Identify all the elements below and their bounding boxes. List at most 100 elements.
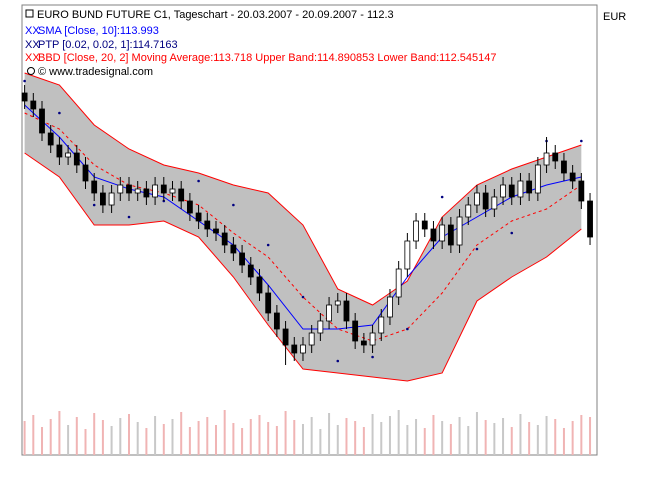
candle-body bbox=[291, 344, 298, 354]
volume-bar bbox=[475, 412, 478, 455]
legend-bbd: BBD [Close, 20, 2] Moving Average:113.71… bbox=[38, 52, 496, 64]
candle-body bbox=[360, 340, 367, 346]
volume-bar bbox=[328, 413, 331, 455]
candle-body bbox=[552, 152, 559, 162]
volume-bar bbox=[119, 418, 122, 455]
candle-body bbox=[534, 164, 541, 194]
band-fill bbox=[24, 73, 582, 381]
candle-body bbox=[300, 344, 306, 354]
ptp-dot bbox=[371, 355, 374, 359]
candle-body bbox=[204, 220, 211, 230]
volume-bar bbox=[345, 418, 348, 455]
volume-bar bbox=[293, 420, 296, 455]
volume-bar bbox=[388, 416, 391, 455]
candle-body bbox=[239, 252, 245, 266]
volume-bar bbox=[502, 418, 505, 455]
volume-bar bbox=[93, 413, 96, 455]
candle-body bbox=[21, 92, 28, 102]
ptp-dot bbox=[23, 79, 26, 83]
legend-sma: SMA [Close, 10]:113.993 bbox=[38, 25, 159, 37]
volume-bar bbox=[284, 411, 287, 455]
legend: EURO BUND FUTURE C1, Tageschart - 20.03.… bbox=[25, 9, 496, 78]
volume-bar bbox=[67, 425, 70, 455]
candle-body bbox=[195, 212, 202, 222]
volume-bar bbox=[249, 419, 252, 455]
ptp-dot bbox=[232, 203, 235, 207]
volume-bar bbox=[493, 423, 496, 455]
candle-body bbox=[578, 180, 585, 202]
copyright: © www.tradesignal.com bbox=[38, 66, 153, 78]
candle-body bbox=[178, 188, 185, 202]
candle-body bbox=[517, 180, 524, 198]
candle-body bbox=[387, 296, 393, 318]
volume-bar bbox=[136, 422, 139, 455]
candle-body bbox=[265, 292, 272, 314]
ptp-dot bbox=[406, 327, 409, 331]
candle-body bbox=[247, 264, 254, 278]
candle-body bbox=[186, 200, 193, 214]
candle-body bbox=[91, 180, 98, 194]
volume-bar bbox=[154, 416, 157, 455]
candle-body bbox=[569, 172, 576, 182]
volume-bar bbox=[180, 412, 183, 455]
volume-bar bbox=[423, 428, 426, 455]
candle-body bbox=[430, 228, 437, 242]
legend-icon: XX bbox=[25, 39, 40, 51]
volume-bar bbox=[432, 415, 435, 455]
volume-bar bbox=[223, 410, 226, 455]
ptp-dot bbox=[58, 111, 61, 115]
candle-body bbox=[143, 188, 150, 198]
candle-body bbox=[456, 216, 463, 246]
candle-body bbox=[482, 192, 489, 210]
volume-bar bbox=[162, 424, 165, 455]
volume-bar bbox=[371, 414, 374, 455]
candles bbox=[21, 85, 593, 365]
candle-body bbox=[526, 180, 533, 194]
volume-bar bbox=[484, 420, 487, 455]
ptp-dot bbox=[92, 203, 96, 207]
candle-body bbox=[561, 160, 567, 174]
ptp-dot bbox=[266, 243, 270, 247]
volume-bar bbox=[397, 410, 400, 455]
volume-bar bbox=[214, 425, 217, 455]
volume-bar bbox=[145, 428, 148, 455]
ptp-dot bbox=[197, 179, 200, 183]
volume-bar bbox=[415, 419, 418, 455]
volume-bar bbox=[571, 421, 574, 455]
candle-body bbox=[334, 300, 341, 306]
candle-body bbox=[587, 200, 593, 238]
candle-body bbox=[213, 228, 219, 234]
volume-bar bbox=[41, 427, 44, 455]
ptp-dot bbox=[475, 247, 479, 251]
volume-bar bbox=[188, 427, 191, 455]
volume-bar bbox=[510, 427, 513, 455]
candle-body bbox=[56, 144, 63, 158]
candle-body bbox=[474, 192, 480, 206]
volume-bar bbox=[101, 420, 104, 455]
volume-bar bbox=[171, 419, 174, 455]
candle-body bbox=[100, 192, 106, 206]
volume-bar bbox=[267, 422, 270, 455]
volume-bar bbox=[110, 426, 113, 455]
volume-bar bbox=[301, 424, 304, 455]
candle-body bbox=[117, 184, 124, 194]
y-unit: EUR bbox=[603, 11, 626, 23]
candle-body bbox=[152, 184, 158, 198]
chart-title: EURO BUND FUTURE C1, Tageschart - 20.03.… bbox=[37, 9, 394, 21]
volume-bar bbox=[528, 422, 531, 455]
candle-body bbox=[230, 244, 237, 254]
candle-body bbox=[413, 220, 419, 242]
band-lower bbox=[24, 152, 582, 382]
candle-body bbox=[508, 184, 515, 198]
volume bbox=[23, 410, 592, 455]
volume-bar bbox=[241, 428, 244, 455]
candle-body bbox=[439, 224, 446, 242]
candle-body bbox=[108, 192, 115, 206]
candle-body bbox=[160, 184, 167, 194]
volume-bar bbox=[127, 414, 130, 455]
volume-bar bbox=[354, 421, 357, 455]
volume-bar bbox=[32, 415, 35, 455]
volume-bar bbox=[519, 414, 522, 455]
copyright-icon bbox=[27, 67, 35, 75]
